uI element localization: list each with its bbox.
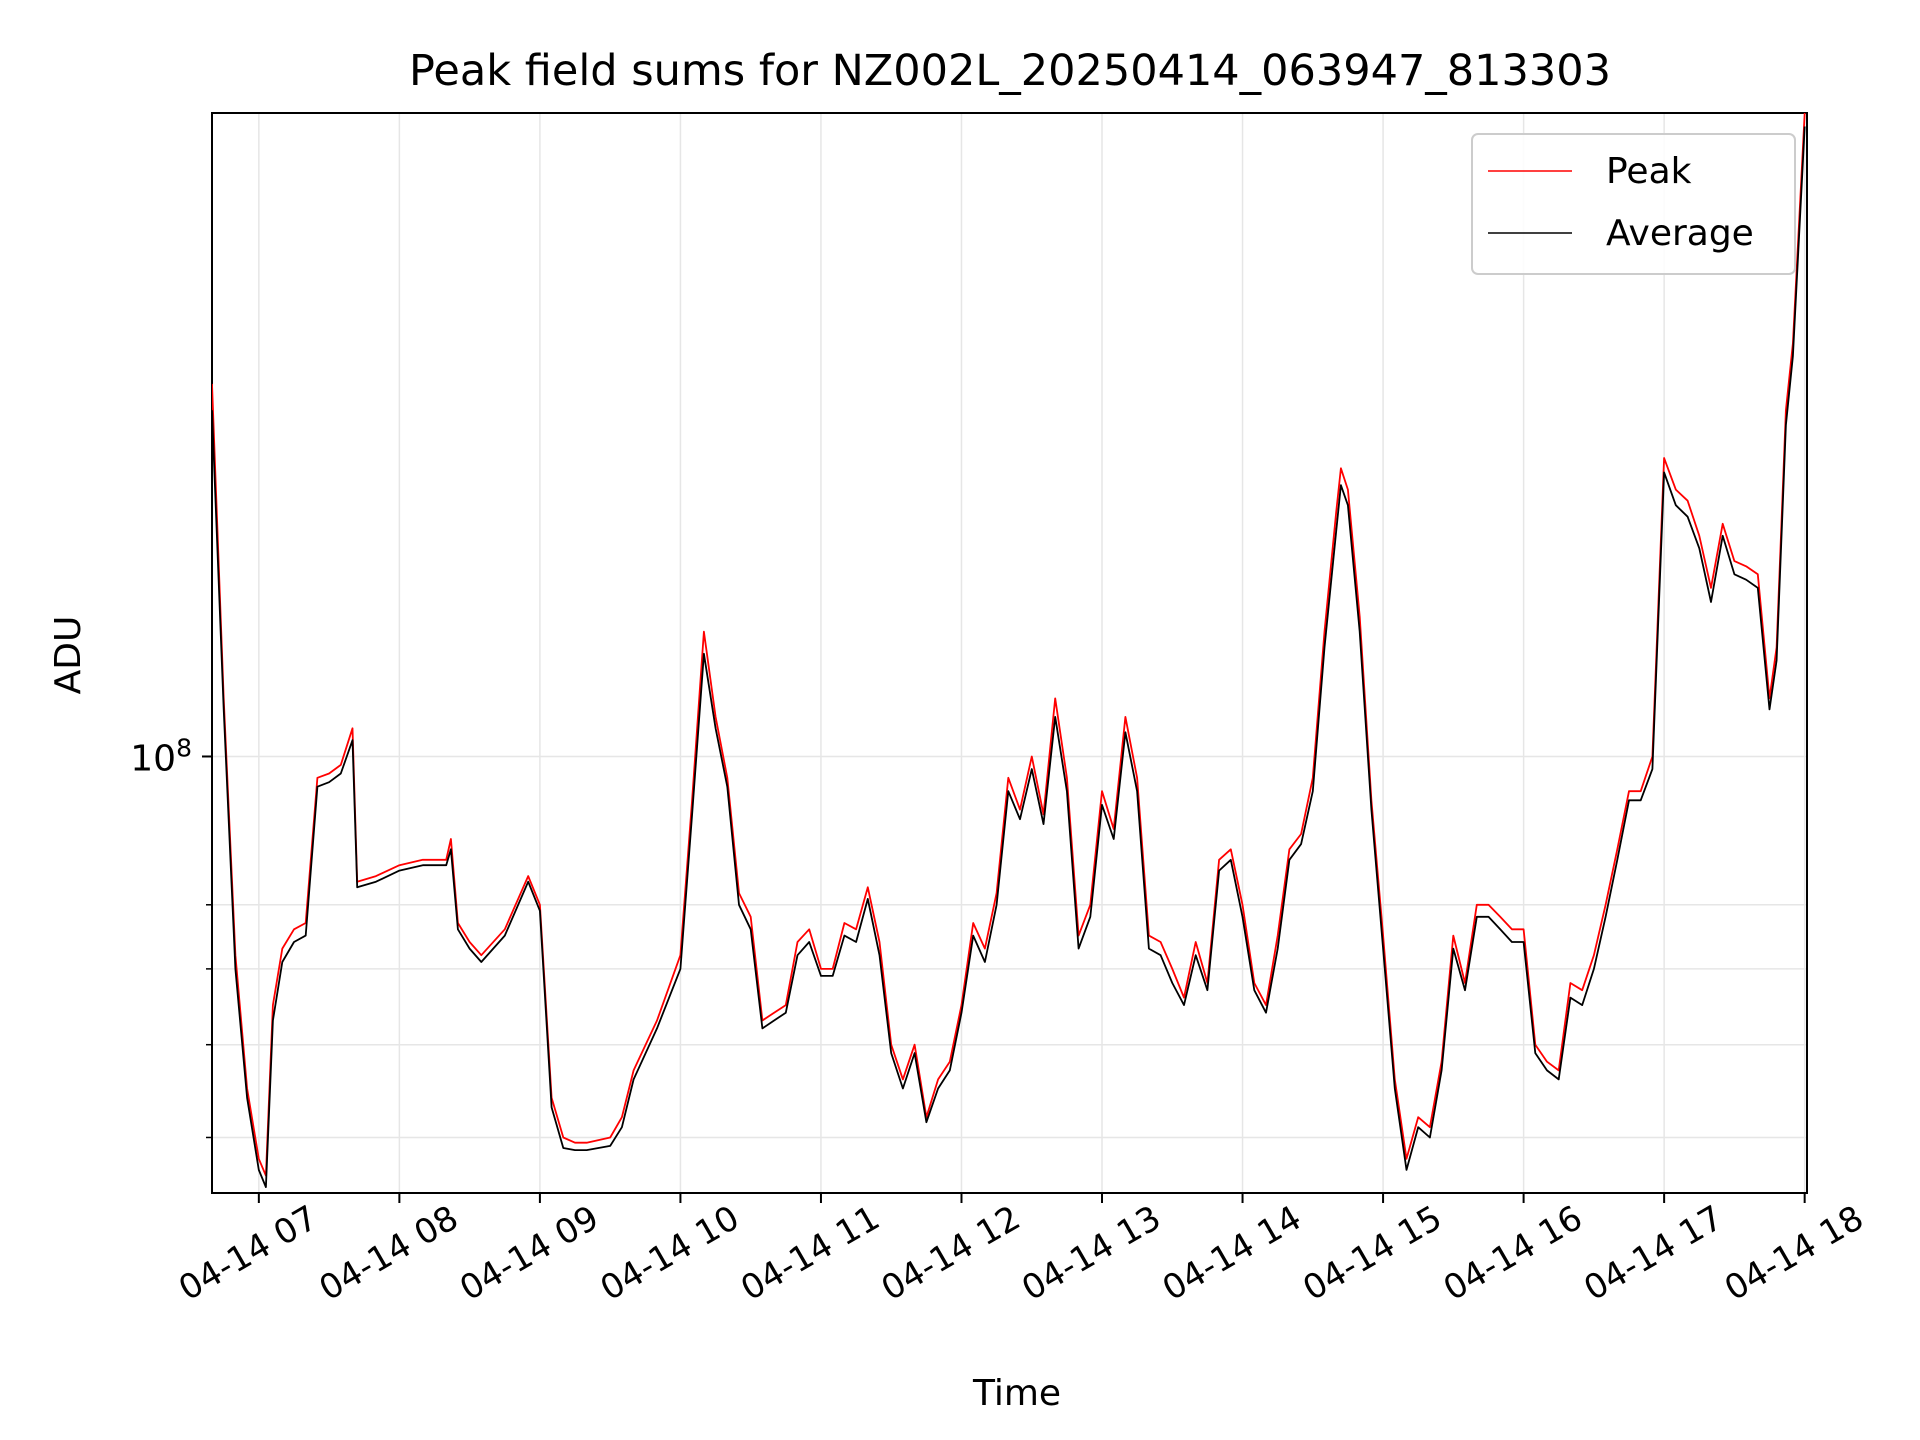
legend-label-average: Average <box>1606 213 1754 254</box>
x-tick-label: 04-14 14 <box>1156 1198 1308 1309</box>
x-tick-label: 04-14 15 <box>1296 1198 1448 1309</box>
y-axis-label: ADU <box>48 616 89 695</box>
y-axis-ticks: 108 <box>130 733 212 1139</box>
series-line-average <box>212 126 1806 1188</box>
y-tick-label: 108 <box>130 733 192 779</box>
x-tick-label: 04-14 11 <box>734 1198 886 1309</box>
legend: Peak Average <box>1471 133 1796 275</box>
x-tick-label: 04-14 07 <box>172 1198 324 1309</box>
legend-box <box>1471 133 1796 275</box>
x-axis-label: Time <box>972 1373 1061 1414</box>
grid-lines <box>212 113 1807 1193</box>
legend-label-peak: Peak <box>1606 151 1692 192</box>
x-tick-label: 04-14 12 <box>875 1198 1027 1309</box>
x-tick-label: 04-14 16 <box>1437 1198 1589 1309</box>
x-tick-label: 04-14 13 <box>1015 1198 1167 1309</box>
series-lines <box>212 113 1806 1188</box>
x-tick-label: 04-14 18 <box>1718 1198 1870 1309</box>
series-line-peak <box>212 113 1806 1177</box>
x-tick-label: 04-14 17 <box>1577 1198 1729 1309</box>
plot-area <box>211 112 1808 1194</box>
x-tick-label: 04-14 08 <box>313 1198 465 1309</box>
chart-title: Peak field sums for NZ002L_20250414_0639… <box>409 46 1611 96</box>
x-tick-label: 04-14 09 <box>453 1198 605 1309</box>
x-tick-label: 04-14 10 <box>594 1198 746 1309</box>
